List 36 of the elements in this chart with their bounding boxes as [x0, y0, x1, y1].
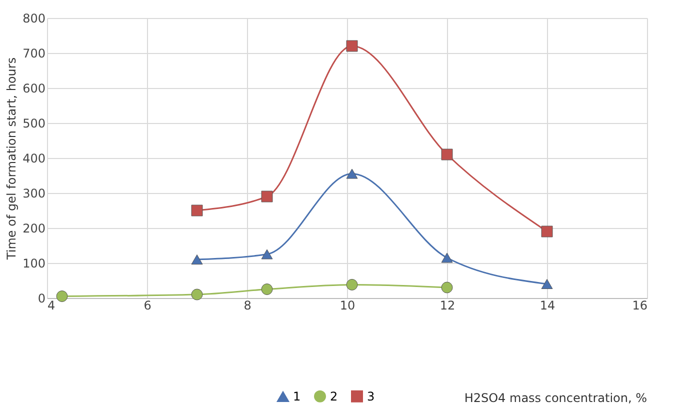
x-tick-label: 10 [340, 298, 356, 312]
point [346, 168, 358, 179]
text: H2SO4 mass concentration, % [464, 391, 647, 405]
point [191, 254, 203, 264]
y-tick-label: 700 [22, 46, 46, 60]
point [191, 288, 203, 300]
y-tick-label: 400 [22, 152, 46, 166]
x-tick-label: 8 [244, 298, 252, 312]
legend-label: 2 [330, 389, 338, 404]
x-tick-label: 12 [440, 298, 456, 312]
y-tick-label: 300 [22, 186, 46, 200]
point [541, 226, 553, 238]
x-tick-label: 6 [144, 298, 152, 312]
y-tick-label: 0 [38, 292, 46, 306]
point [346, 278, 358, 290]
x-tick-label: 16 [632, 298, 648, 312]
x-tick-label: 14 [540, 298, 556, 312]
point [56, 290, 68, 302]
point [441, 252, 453, 263]
point [261, 190, 273, 202]
point [261, 284, 273, 295]
legend-label: 1 [293, 390, 301, 404]
y-tick-label: 100 [22, 256, 46, 270]
y-tick-label: 600 [22, 82, 46, 96]
y-axis-title: Time of gel formation start, hours [4, 57, 19, 261]
y-tick-label: 800 [22, 12, 46, 26]
point [191, 204, 203, 216]
point [261, 249, 273, 260]
point [541, 279, 553, 289]
point [441, 148, 453, 160]
y-tick-label: 500 [22, 116, 46, 130]
y-tick-label: 200 [22, 222, 46, 236]
point [441, 282, 453, 294]
point [346, 40, 358, 52]
x-tick-label: 4 [48, 298, 56, 312]
legend-label: 3 [367, 389, 375, 404]
